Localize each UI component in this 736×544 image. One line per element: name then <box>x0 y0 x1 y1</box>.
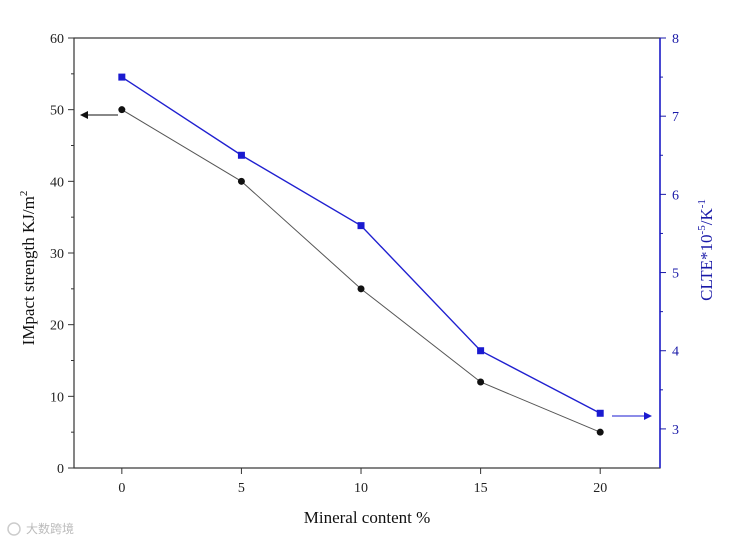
x-tick-label: 20 <box>593 481 607 496</box>
svg-text:大数跨境: 大数跨境 <box>26 521 74 536</box>
left-tick-label: 60 <box>50 32 64 47</box>
x-tick-label: 15 <box>474 481 488 496</box>
x-tick-label: 5 <box>238 481 245 496</box>
left-axis-ticks: 0 10 20 30 40 50 60 <box>50 32 74 477</box>
series-left-point <box>237 177 245 185</box>
right-tick-label: 6 <box>672 188 679 203</box>
series-right-point <box>477 347 485 355</box>
left-tick-label: 20 <box>50 319 64 334</box>
x-tick-label: 10 <box>354 481 368 496</box>
x-axis-ticks: 0 5 10 15 20 <box>118 468 607 496</box>
series-left-line <box>121 109 601 433</box>
right-tick-label: 4 <box>672 345 679 360</box>
series-right-point <box>357 222 365 230</box>
series-left-point <box>477 378 485 386</box>
right-tick-label: 7 <box>672 110 679 125</box>
series-layer <box>118 73 604 436</box>
right-axis-ticks: 3 4 5 6 7 8 <box>660 32 679 438</box>
left-tick-label: 0 <box>57 462 64 477</box>
right-tick-label: 5 <box>672 267 679 282</box>
x-axis-title: Mineral content % <box>304 508 431 527</box>
series-right-point <box>596 409 604 417</box>
series-right-point <box>237 151 245 159</box>
left-tick-label: 30 <box>50 247 64 262</box>
series-right-point <box>118 73 126 81</box>
right-axis-title: CLTE*10-5/K-1 <box>696 199 716 301</box>
series-left-point <box>118 106 126 114</box>
left-tick-label: 10 <box>50 390 64 405</box>
x-tick-label: 0 <box>118 481 125 496</box>
left-tick-label: 40 <box>50 175 64 190</box>
right-tick-label: 8 <box>672 32 679 47</box>
series-left-point <box>596 428 604 436</box>
left-tick-label: 50 <box>50 104 64 119</box>
right-tick-label: 3 <box>672 423 679 438</box>
right-series-arrow <box>612 412 652 420</box>
left-axis-title: IMpact strength KJ/m2 <box>18 191 38 346</box>
left-series-arrow <box>80 111 118 119</box>
watermark-logo: 大数跨境 <box>7 521 74 536</box>
series-left-point <box>357 285 365 293</box>
series-right-line <box>121 76 601 414</box>
